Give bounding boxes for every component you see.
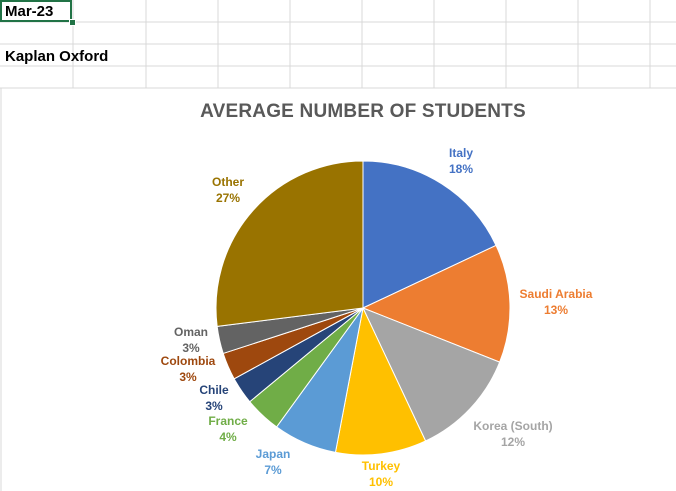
- slice-category-label: Korea (South): [473, 419, 552, 433]
- slice-category-label: Saudi Arabia: [520, 287, 593, 301]
- pie-slice-other[interactable]: [215, 160, 364, 327]
- slice-category-label: Turkey: [362, 459, 401, 473]
- slice-category-label: Colombia: [161, 354, 216, 368]
- slice-value-label: 7%: [264, 463, 282, 477]
- cell-a3[interactable]: Kaplan Oxford: [5, 48, 109, 65]
- chart-title: AVERAGE NUMBER OF STUDENTS: [200, 101, 526, 122]
- pie-slice-korea-south[interactable]: [362, 307, 501, 442]
- slice-value-label: 13%: [544, 303, 568, 317]
- cell-selection: [0, 0, 72, 22]
- slice-category-label: Other: [212, 175, 244, 189]
- slice-value-label: 10%: [369, 475, 393, 489]
- slice-value-label: 3%: [182, 341, 200, 355]
- cell-a1[interactable]: Mar-23: [5, 3, 54, 20]
- slice-value-label: 12%: [501, 435, 525, 449]
- slice-value-label: 18%: [449, 162, 473, 176]
- pie-slices: [215, 160, 511, 456]
- pie-slice-saudi-arabia[interactable]: [361, 244, 511, 363]
- slice-value-label: 27%: [216, 191, 240, 205]
- slice-category-label: Oman: [174, 325, 208, 339]
- slice-value-label: 3%: [179, 370, 197, 384]
- pie-labels: Italy 18% Saudi Arabia 13% Korea (South) 12% T…: [161, 146, 593, 489]
- slice-category-label: Japan: [256, 447, 291, 461]
- slice-category-label: Chile: [199, 383, 229, 397]
- fill-handle[interactable]: [69, 19, 76, 26]
- pie-slice-italy[interactable]: [362, 160, 497, 309]
- slice-value-label: 4%: [219, 430, 237, 444]
- slice-category-label: Italy: [449, 146, 473, 160]
- pie-slice-turkey[interactable]: [334, 306, 427, 456]
- slice-value-label: 3%: [205, 399, 223, 413]
- slice-category-label: France: [208, 414, 248, 428]
